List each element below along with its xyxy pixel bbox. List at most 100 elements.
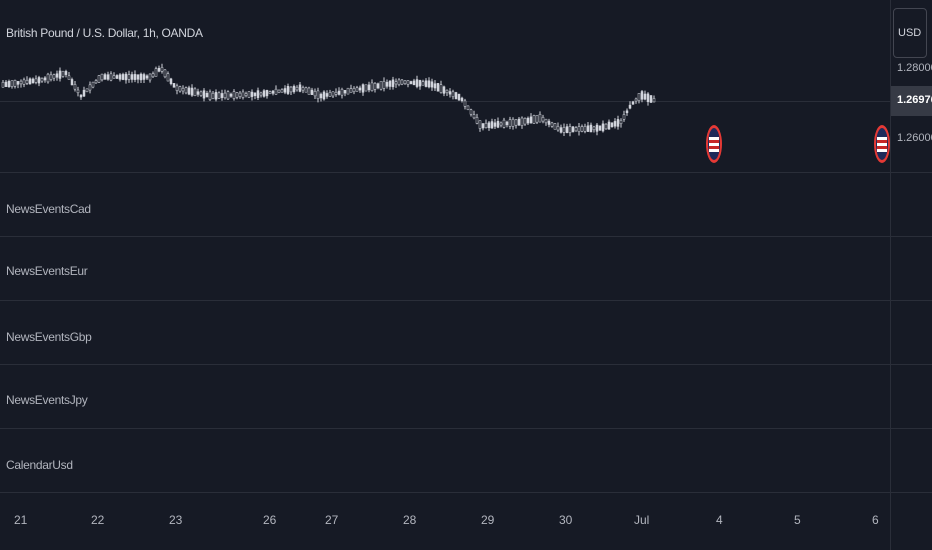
candle-body [58,70,62,79]
indicator-pane-usd-calendar[interactable]: CalendarUsd [0,429,890,492]
pane-separator[interactable] [0,236,932,237]
candle-body [352,88,356,92]
candle-body [109,73,113,81]
candle-body [178,86,182,92]
candle-body [484,122,488,129]
candle-body [571,126,575,133]
candle-body [103,74,107,80]
candle-body [250,91,254,97]
indicator-pane-gbp[interactable]: NewsEventsGbp [0,301,890,364]
candle-body [535,115,539,123]
candle-body [322,91,326,100]
candle-body [22,79,26,85]
candle-body [49,74,53,80]
candle-body [634,98,638,102]
candle-body [448,91,452,95]
candle-body [4,81,8,87]
candle-body [499,122,503,126]
candle-body [334,92,338,95]
time-tick: 6 [872,513,879,527]
time-tick: 29 [481,513,495,527]
candle-body [340,89,344,96]
candle-body [532,115,536,124]
candle-body [553,123,557,130]
candle-body [583,126,587,132]
pane-separator[interactable] [0,300,932,301]
candle-body [382,81,386,89]
candle-body [34,78,38,83]
candle-body [421,81,425,86]
candle-body [628,104,632,109]
candle-body [154,68,158,77]
candle-body [475,117,479,124]
candle-body [556,126,560,131]
candle-body [592,126,596,131]
candle-body [40,78,44,82]
candle-body [574,127,578,132]
candle-body [493,122,497,127]
candle-body [520,117,524,126]
candle-body [526,117,530,124]
candle-body [358,87,362,91]
indicator-pane-cad[interactable]: NewsEventsCad [0,173,890,236]
last-price-line [0,101,890,102]
candle-body [181,87,185,92]
candle-body [517,118,521,126]
time-tick: 4 [716,513,723,527]
time-axis[interactable] [0,493,890,550]
candle-body [118,74,122,80]
pane-separator[interactable] [0,428,932,429]
candle-body [313,91,317,97]
candle-body [259,92,263,96]
candle-body [280,89,284,93]
candle-body [508,119,512,127]
candle-body [379,81,383,90]
candle-body [7,80,11,88]
candle-body [559,127,563,133]
candle-body [619,120,623,124]
us-flag-event-icon[interactable] [705,124,723,164]
candle-body [613,121,617,127]
candle-body [232,91,236,99]
candle-body [478,120,482,129]
candle-body [106,74,110,80]
candle-body [292,85,296,93]
candle-body [529,116,533,124]
candle-body [451,91,455,97]
candle-body [16,81,20,85]
candle-body [466,105,470,110]
candle-body [145,75,149,79]
candle-body [541,117,545,122]
indicator-pane-jpy[interactable]: NewsEventsJpy [0,365,890,428]
candle-body [424,80,428,87]
candle-body [523,118,527,125]
time-tick: 27 [325,513,339,527]
pane-separator[interactable] [0,364,932,365]
candle-body [136,74,140,80]
candle-body [307,87,311,95]
candle-body [457,93,461,101]
symbol-title: British Pound / U.S. Dollar, 1h, OANDA [6,26,203,40]
candle-body [637,93,641,101]
candle-body [271,90,275,94]
currency-button[interactable]: USD [893,8,927,58]
candle-body [601,123,605,132]
candle-body [418,80,422,87]
candle-body [139,73,143,81]
candle-body [331,91,335,97]
us-flag-event-icon[interactable] [873,124,891,164]
candle-body [394,81,398,85]
candle-body [640,91,644,100]
candle-body [127,74,131,80]
candle-body [550,122,554,127]
candle-body [202,90,206,99]
candle-body [31,78,35,84]
candle-body [295,87,299,91]
candle-body [643,93,647,100]
candle-body [208,91,212,100]
candle-body [325,93,329,97]
candle-body [61,70,65,77]
indicator-pane-eur[interactable]: NewsEventsEur [0,237,890,300]
pane-separator[interactable] [0,172,932,173]
